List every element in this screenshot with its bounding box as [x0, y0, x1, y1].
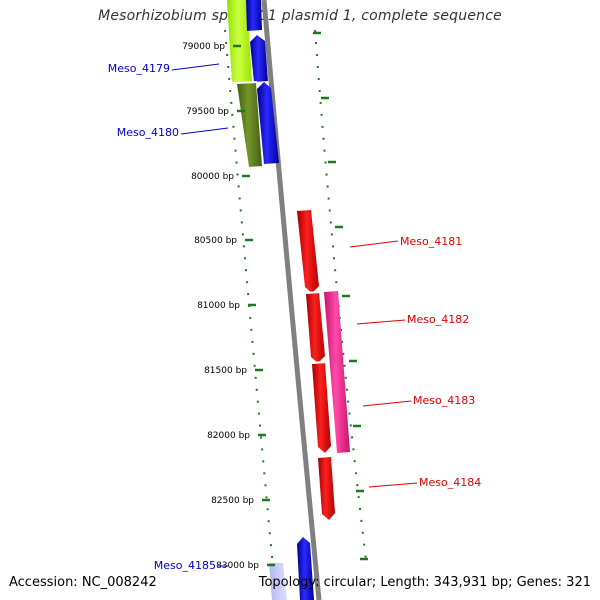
gene-label-meso-4183[interactable]: Meso_4183 [413, 394, 475, 407]
ruler-tick-label: 81500 bp [204, 366, 247, 376]
gene-label-meso-4181[interactable]: Meso_4181 [400, 235, 462, 248]
ruler-tick-label: 80000 bp [191, 172, 234, 182]
topology-summary: Topology: circular; Length: 343,931 bp; … [258, 575, 591, 590]
gene-arrow-meso-4184[interactable] [318, 457, 335, 520]
gene-label-meso-4182[interactable]: Meso_4182 [407, 313, 469, 326]
feature-pink [324, 291, 350, 453]
gene-label-meso-4184[interactable]: Meso_4184 [419, 476, 481, 489]
feature-olive [237, 83, 262, 167]
gene-label-meso-4185[interactable]: Meso_4185 [154, 559, 216, 572]
outer-tick-marks [313, 31, 368, 561]
ruler-tick-label: 81000 bp [197, 301, 240, 311]
ruler-tick-label: 79500 bp [186, 107, 229, 117]
leader-line-meso-4183 [362, 400, 412, 407]
gene-label-meso-4180[interactable]: Meso_4180 [117, 126, 179, 139]
leader-line-meso-4181 [349, 240, 399, 248]
ruler-ticks [233, 44, 275, 567]
gene-arrow-meso-4185[interactable] [297, 537, 314, 600]
inner-ruler-track [224, 29, 277, 600]
ruler-tick-label: 82500 bp [211, 496, 254, 506]
map-title: Mesorhizobium sp. BNC1 plasmid 1, comple… [98, 8, 502, 24]
gene-arrow-meso-4183[interactable] [312, 363, 331, 453]
gene-arrow-forward [246, 0, 262, 31]
leader-line-meso-4179 [171, 63, 220, 71]
feature-lavender [269, 563, 287, 600]
gene-arrow-meso-4181[interactable] [297, 210, 319, 293]
feature-separators [228, 81, 333, 456]
ruler-tick-label: 80500 bp [194, 236, 237, 246]
leader-line-meso-4184 [368, 482, 418, 488]
ruler-labels: 79000 bp 79500 bp 80000 bp 80500 bp 81000 bp… [182, 42, 259, 571]
backbone-circle [261, 0, 322, 600]
ruler-tick-label: 82000 bp [207, 431, 250, 441]
leader-line-meso-4182 [356, 319, 406, 325]
gene-label-meso-4179[interactable]: Meso_4179 [108, 62, 170, 75]
gene-labels: Meso_4179 Meso_4180 Meso_4181 Meso_4182 Meso… [108, 62, 481, 572]
gene-arrow-meso-4180[interactable] [257, 82, 279, 164]
ruler-tick-label: 83000 bp [216, 561, 259, 571]
ruler-tick-label: 79000 bp [182, 42, 225, 52]
leader-line-meso-4180 [180, 127, 229, 135]
gene-arrow-meso-4182[interactable] [306, 293, 325, 363]
accession-label: Accession: NC_008242 [9, 575, 157, 590]
feature-lime [227, 0, 252, 84]
gene-arrow-meso-4179[interactable] [250, 35, 268, 82]
